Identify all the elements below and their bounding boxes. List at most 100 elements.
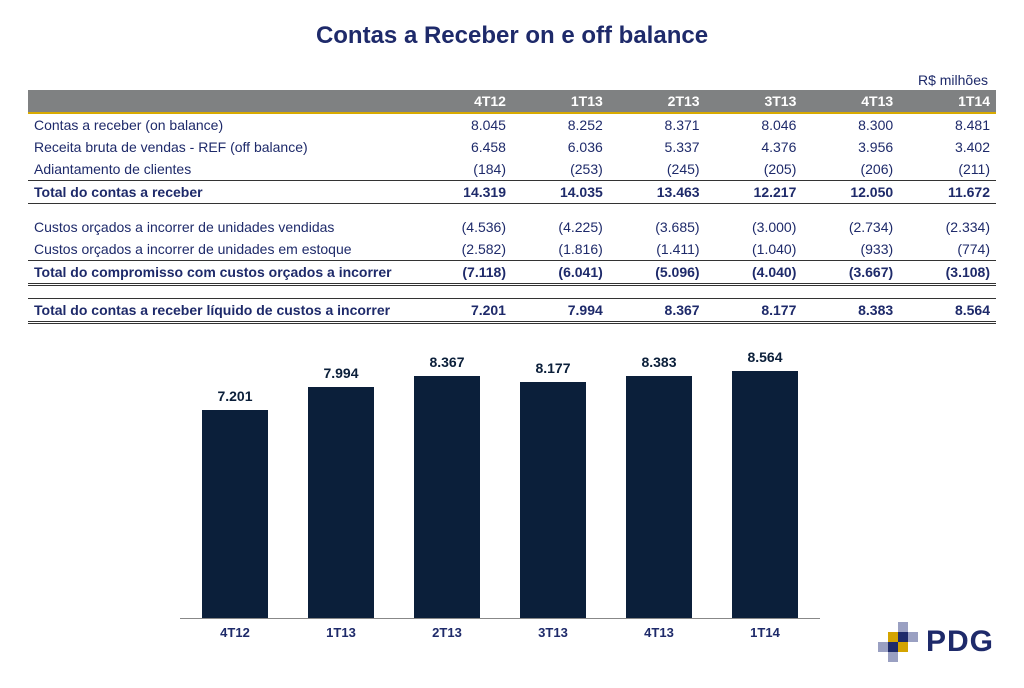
bar-group: 8.177	[520, 382, 586, 618]
row-value: 5.337	[609, 136, 706, 158]
bar-group: 8.367	[414, 376, 480, 618]
bar	[732, 371, 798, 618]
table-header-cell: 4T13	[802, 90, 899, 113]
row-value: (3.667)	[802, 261, 899, 285]
bar-value-label: 7.201	[202, 388, 268, 404]
table-row: Custos orçados a incorrer de unidades em…	[28, 238, 996, 261]
row-value: (253)	[512, 158, 609, 181]
table-header-cell	[28, 90, 415, 113]
row-value: 6.036	[512, 136, 609, 158]
table-row: Total do contas a receber líquido de cus…	[28, 299, 996, 323]
row-label: Contas a receber (on balance)	[28, 113, 415, 136]
row-value: (774)	[899, 238, 996, 261]
row-value: (2.582)	[415, 238, 512, 261]
table-row: Total do compromisso com custos orçados …	[28, 261, 996, 285]
row-value: (1.816)	[512, 238, 609, 261]
bar-group: 8.564	[732, 371, 798, 618]
row-value: (1.040)	[706, 238, 803, 261]
table-header-cell: 3T13	[706, 90, 803, 113]
row-value: (211)	[899, 158, 996, 181]
row-value: (4.225)	[512, 216, 609, 238]
bar-value-label: 8.383	[626, 354, 692, 370]
bar-group: 7.994	[308, 387, 374, 618]
financial-table: 4T121T132T133T134T131T14 Contas a recebe…	[28, 90, 996, 324]
row-value: (5.096)	[609, 261, 706, 285]
axis-label: 3T13	[500, 625, 606, 640]
page: Contas a Receber on e off balance R$ mil…	[0, 0, 1024, 688]
row-value: (245)	[609, 158, 706, 181]
row-value: 8.564	[899, 299, 996, 323]
row-value: 8.046	[706, 113, 803, 136]
row-value: 6.458	[415, 136, 512, 158]
bar	[520, 382, 586, 618]
row-value: (1.411)	[609, 238, 706, 261]
bar-group: 7.201	[202, 410, 268, 618]
axis-label: 1T13	[288, 625, 394, 640]
row-value: 14.035	[512, 181, 609, 204]
row-label: Custos orçados a incorrer de unidades em…	[28, 238, 415, 261]
row-value: (4.536)	[415, 216, 512, 238]
bar-chart: 7.201 7.994 8.367 8.177 8.383 8.564 4T121T132…	[180, 358, 820, 658]
row-value: 8.045	[415, 113, 512, 136]
row-value: 13.463	[609, 181, 706, 204]
page-title: Contas a Receber on e off balance	[28, 22, 996, 50]
table-header-cell: 1T13	[512, 90, 609, 113]
row-value: 12.217	[706, 181, 803, 204]
row-value: 8.177	[706, 299, 803, 323]
row-value: (6.041)	[512, 261, 609, 285]
row-value: 8.481	[899, 113, 996, 136]
row-value: (2.734)	[802, 216, 899, 238]
table-row: Contas a receber (on balance)8.0458.2528…	[28, 113, 996, 136]
chart-plot-area: 7.201 7.994 8.367 8.177 8.383 8.564	[180, 358, 820, 619]
row-value: 7.994	[512, 299, 609, 323]
bar-value-label: 8.367	[414, 354, 480, 370]
axis-label: 1T14	[712, 625, 818, 640]
row-value: 11.672	[899, 181, 996, 204]
bar	[202, 410, 268, 618]
row-label: Custos orçados a incorrer de unidades ve…	[28, 216, 415, 238]
table-header-cell: 1T14	[899, 90, 996, 113]
bar-group: 8.383	[626, 376, 692, 618]
row-label: Total do compromisso com custos orçados …	[28, 261, 415, 285]
row-value: (3.108)	[899, 261, 996, 285]
bar	[308, 387, 374, 618]
table-body: Contas a receber (on balance)8.0458.2528…	[28, 113, 996, 323]
unit-label: R$ milhões	[28, 72, 996, 88]
table-row: Custos orçados a incorrer de unidades ve…	[28, 216, 996, 238]
row-value: 8.367	[609, 299, 706, 323]
row-label: Total do contas a receber líquido de cus…	[28, 299, 415, 323]
row-value: 4.376	[706, 136, 803, 158]
row-value: 7.201	[415, 299, 512, 323]
table-row	[28, 204, 996, 217]
row-value: (3.000)	[706, 216, 803, 238]
table-header-cell: 2T13	[609, 90, 706, 113]
row-value: (7.118)	[415, 261, 512, 285]
row-value: (3.685)	[609, 216, 706, 238]
row-label: Receita bruta de vendas - REF (off balan…	[28, 136, 415, 158]
bar	[626, 376, 692, 618]
row-value: 3.956	[802, 136, 899, 158]
row-value: 3.402	[899, 136, 996, 158]
row-value: 8.300	[802, 113, 899, 136]
table-header-row: 4T121T132T133T134T131T14	[28, 90, 996, 113]
bar	[414, 376, 480, 618]
chart-x-axis: 4T121T132T133T134T131T14	[180, 625, 820, 640]
pdg-logo-mark	[878, 622, 918, 662]
table-row: Total do contas a receber14.31914.03513.…	[28, 181, 996, 204]
axis-label: 4T13	[606, 625, 712, 640]
bar-value-label: 8.177	[520, 360, 586, 376]
row-value: 8.371	[609, 113, 706, 136]
row-value: (184)	[415, 158, 512, 181]
row-value: (206)	[802, 158, 899, 181]
row-value: 8.383	[802, 299, 899, 323]
pdg-logo: PDG	[878, 622, 994, 662]
table-row: Adiantamento de clientes(184)(253)(245) (…	[28, 158, 996, 181]
bar-value-label: 8.564	[732, 349, 798, 365]
row-value: 14.319	[415, 181, 512, 204]
row-value: 12.050	[802, 181, 899, 204]
row-value: (933)	[802, 238, 899, 261]
row-value: 8.252	[512, 113, 609, 136]
row-label: Adiantamento de clientes	[28, 158, 415, 181]
table-row	[28, 285, 996, 299]
row-label: Total do contas a receber	[28, 181, 415, 204]
